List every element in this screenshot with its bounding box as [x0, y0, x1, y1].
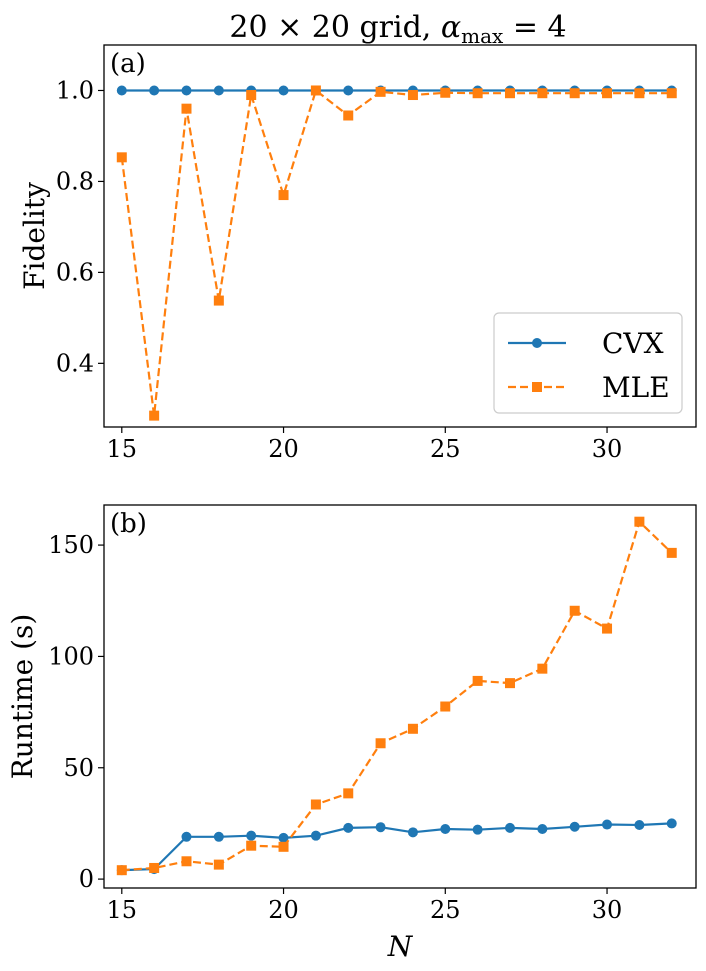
panel-a-label: (a)	[110, 49, 146, 79]
panel-b-label: (b)	[110, 509, 147, 539]
panel-a-mle-point	[181, 103, 192, 114]
panel-b-axes-frame	[103, 504, 697, 889]
panel-a-y-axis-label: Fidelity	[18, 182, 51, 290]
panel-b-cvx-point	[343, 822, 354, 833]
panel-a-mle-point	[278, 190, 289, 201]
panel-a-y-tick-label: 0.8	[56, 167, 94, 195]
panel-a-cvx-point	[149, 85, 160, 96]
panel-b-mle-point	[246, 840, 257, 851]
panel-b-cvx-point	[472, 824, 483, 835]
panel-b-mle-point	[537, 663, 548, 674]
panel-a-mle-point	[246, 90, 257, 101]
panel-b-y-tick-label: 100	[48, 642, 94, 670]
panel-b-mle-point	[343, 788, 354, 799]
panel-b-cvx-point	[666, 818, 677, 829]
panel-a-mle-point	[504, 88, 515, 99]
panel-b-x-tick-label: 25	[430, 896, 461, 924]
panel-a-mle-point	[537, 88, 548, 99]
panel-b-cvx-line	[121, 822, 672, 872]
panel-a-y-tick-label: 0.6	[56, 258, 94, 286]
panel-a-cvx-point	[213, 85, 224, 96]
panel-b-y-tick-label: 0	[79, 865, 94, 893]
panel-a-cvx-point	[278, 85, 289, 96]
panel-b-cvx-point	[504, 822, 515, 833]
panel-b-cvx-point	[181, 831, 192, 842]
panel-b-cvx-point	[278, 832, 289, 843]
panel-a-x-tick-label: 20	[268, 435, 299, 463]
legend-marker-cvx	[532, 338, 542, 348]
panel-a-mle-point	[440, 87, 451, 98]
panel-a-mle-point	[116, 152, 127, 163]
panel-b-mle-point	[181, 856, 192, 867]
legend-label-cvx: CVX	[602, 327, 664, 360]
panel-a-mle-point	[149, 410, 160, 421]
panel-b-cvx-point	[375, 822, 386, 833]
panel-b-mle-point	[278, 841, 289, 852]
panel-a-cvx-point	[116, 85, 127, 96]
panel-a-fidelity-chart: 15 20 25 30 0.4 0.6 0.8 1.0 (a) Fidelity CVX MLE	[18, 44, 697, 463]
panel-b-mle-point	[666, 547, 677, 558]
panel-b-y-axis-label: Runtime (s)	[6, 614, 39, 780]
panel-a-y-tick-label: 1.0	[56, 76, 94, 104]
panel-b-cvx-point	[310, 830, 321, 841]
panel-b-mle-point	[634, 516, 645, 527]
panel-b-y-tick-label: 50	[63, 754, 94, 782]
panel-b-mle-point	[472, 675, 483, 686]
panel-b-mle-line	[121, 519, 673, 872]
panel-b-mle-point	[213, 859, 224, 870]
panel-a-mle-point	[310, 85, 321, 96]
panel-a-x-tick-label: 25	[430, 435, 461, 463]
panel-b-x-axis-label: N	[387, 930, 414, 963]
panel-a-mle-point	[569, 88, 580, 99]
panel-b-mle-point	[149, 862, 160, 873]
panel-b-mle-point	[310, 799, 321, 810]
panel-b-cvx-point	[213, 831, 224, 842]
panel-a-mle-point	[213, 295, 224, 306]
panel-a-cvx-point	[181, 85, 192, 96]
panel-a-mle-point	[407, 90, 418, 101]
panel-a-x-tick-label: 30	[592, 435, 623, 463]
panel-a-y-tick-label: 0.4	[56, 349, 94, 377]
panel-b-runtime-chart: 15 20 25 30 0 50 100 150 (b) Runtime (s) N	[6, 504, 697, 963]
panel-a-legend: CVX MLE	[493, 312, 683, 414]
panel-b-mle-point	[504, 678, 515, 689]
panel-a-mle-point	[634, 88, 645, 99]
panel-b-mle-point	[116, 865, 127, 876]
panel-a-mle-point	[602, 88, 613, 99]
figure-title: 20 × 20 grid, αmax = 4	[229, 10, 566, 48]
panel-b-cvx-point	[407, 827, 418, 838]
panel-b-x-tick-label: 20	[268, 896, 299, 924]
legend-label-mle: MLE	[602, 371, 670, 404]
panel-b-cvx-point	[602, 819, 613, 830]
panel-b-mle-point	[602, 623, 613, 634]
panel-b-cvx-point	[246, 830, 257, 841]
panel-b-cvx-point	[569, 821, 580, 832]
panel-a-mle-point	[375, 86, 386, 97]
panel-a-mle-point	[666, 88, 677, 99]
panel-a-cvx-point	[343, 85, 354, 96]
panel-b-mle-point	[569, 605, 580, 616]
legend-marker-mle	[532, 382, 542, 392]
panel-a-axes-frame	[103, 44, 697, 428]
panel-b-y-tick-label: 150	[48, 531, 94, 559]
panel-b-cvx-point	[537, 823, 548, 834]
panel-b-x-tick-label: 15	[107, 896, 138, 924]
panel-b-mle-point	[407, 723, 418, 734]
panel-b-mle-point	[440, 701, 451, 712]
panel-b-cvx-point	[440, 823, 451, 834]
panel-a-x-tick-label: 15	[107, 435, 138, 463]
panel-a-mle-point	[343, 110, 354, 121]
panel-b-x-tick-label: 30	[592, 896, 623, 924]
panel-a-mle-line	[120, 88, 672, 416]
panel-b-mle-point	[375, 738, 386, 749]
panel-b-cvx-point	[634, 819, 645, 830]
panel-a-mle-point	[472, 88, 483, 99]
